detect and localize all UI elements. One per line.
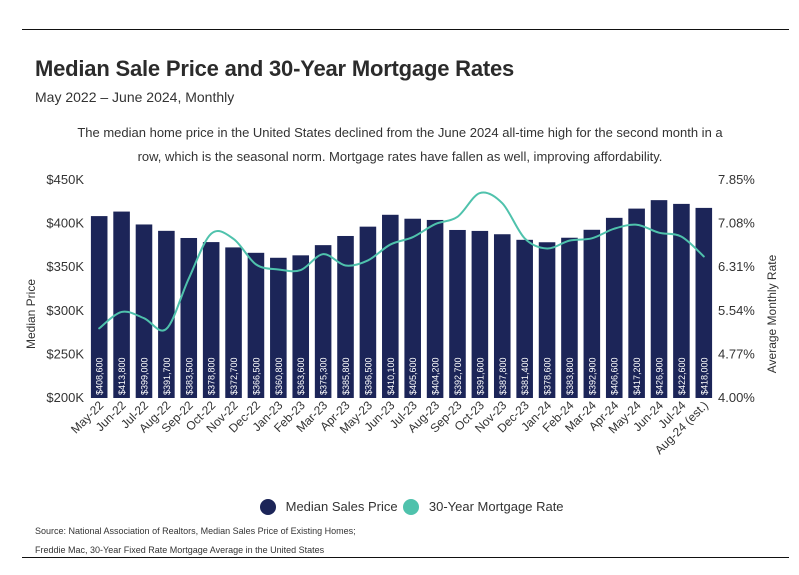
bar xyxy=(90,216,108,398)
top-rule xyxy=(22,29,789,30)
series-line-mortgage-rate xyxy=(98,191,705,332)
bar xyxy=(225,247,242,398)
bars-layer xyxy=(90,200,713,398)
bar xyxy=(202,242,220,398)
bar-value-label: $360,800 xyxy=(274,357,284,395)
bar-value-label: $378,800 xyxy=(207,357,217,395)
bar-value-label: $413,800 xyxy=(117,357,127,395)
bar-value-label: $366,500 xyxy=(251,357,261,395)
y-tick-label-left: $350K xyxy=(46,259,84,274)
bar-value-label: $396,500 xyxy=(363,357,373,395)
legend-label-price: Median Sales Price xyxy=(285,499,398,515)
bar-value-label: $408,600 xyxy=(95,357,105,395)
bar xyxy=(359,226,377,398)
bar-value-label: $422,600 xyxy=(677,357,687,395)
bar xyxy=(135,224,153,398)
bar-value-label: $392,900 xyxy=(587,357,597,395)
bar-value-label: $385,800 xyxy=(341,357,351,395)
bar xyxy=(270,257,287,398)
bar-value-label: $387,800 xyxy=(498,357,508,395)
bar xyxy=(471,230,489,398)
bar-value-label: $363,600 xyxy=(296,357,306,395)
bar xyxy=(605,217,623,398)
bar xyxy=(628,208,645,398)
y-tick-label-left: $400K xyxy=(46,216,84,231)
bar xyxy=(493,234,511,398)
bar xyxy=(516,239,533,398)
bar-value-label: $417,200 xyxy=(632,357,642,395)
source-line-1: Source: National Association of Realtors… xyxy=(35,526,356,536)
bar xyxy=(650,200,668,398)
legend-label-rate: 30-Year Mortgage Rate xyxy=(428,499,564,515)
bar-value-label: $392,700 xyxy=(453,357,463,395)
bar-value-label: $375,300 xyxy=(319,357,329,395)
bar-value-label: $418,000 xyxy=(699,357,709,395)
bar-value-label: $404,200 xyxy=(431,357,441,395)
bar xyxy=(538,242,556,398)
bar xyxy=(314,245,332,398)
bar xyxy=(695,207,713,398)
chart-description: The median home price in the United Stat… xyxy=(77,125,723,164)
y-tick-label-left: $450K xyxy=(46,172,84,187)
legend-swatch-rate xyxy=(403,498,420,515)
legend-swatch-price xyxy=(260,498,276,515)
bar xyxy=(337,235,354,398)
bar-value-label: $383,800 xyxy=(565,357,575,395)
bar xyxy=(247,252,265,398)
bar-value-label: $383,500 xyxy=(184,357,194,395)
bar-labels-layer: $408,600 $413,800 $399,000 $391,700 $383,500… xyxy=(95,357,710,395)
bar xyxy=(561,237,578,398)
bar xyxy=(158,230,175,398)
bar xyxy=(180,237,198,398)
bar-value-label: $372,700 xyxy=(229,357,239,395)
chart-subtitle: May 2022 – June 2024, Monthly xyxy=(35,89,235,105)
chart-title: Median Sale Price and 30-Year Mortgage R… xyxy=(35,56,515,81)
x-axis: May-22Jun-22Jul-22Aug-22Sep-22Oct-22Nov-… xyxy=(68,398,711,457)
y-tick-label-right: 4.00% xyxy=(718,390,755,405)
bar xyxy=(449,229,466,398)
bar xyxy=(673,203,690,398)
bar xyxy=(426,219,444,398)
y-tick-label-right: 7.08% xyxy=(718,216,755,231)
y-tick-label-right: 4.77% xyxy=(718,346,755,361)
source-line-2: Freddie Mac, 30-Year Fixed Rate Mortgage… xyxy=(35,545,325,555)
y-tick-label-left: $300K xyxy=(46,303,84,318)
bar xyxy=(113,211,130,398)
y-tick-label-left: $200K xyxy=(46,390,84,405)
y-axis-label-right: Average Monthly Rate xyxy=(765,254,779,373)
y-axis-label-left: Median Price xyxy=(24,279,38,349)
legend-item-price: Median Sales Price xyxy=(260,498,398,515)
bar-value-label: $378,600 xyxy=(543,357,553,395)
bar xyxy=(404,218,421,398)
bar-value-label: $406,600 xyxy=(610,357,620,395)
bar xyxy=(382,214,399,398)
legend: Median Sales Price 30-Year Mortgage Rate xyxy=(260,498,564,515)
y-tick-label-right: 7.85% xyxy=(718,172,755,187)
y-tick-label-right: 5.54% xyxy=(718,303,755,318)
bar-value-label: $426,900 xyxy=(655,357,665,395)
bar xyxy=(583,229,601,398)
bar-value-label: $391,700 xyxy=(162,357,172,395)
bar xyxy=(292,255,310,398)
bar-value-label: $399,000 xyxy=(139,357,149,395)
bar-value-label: $391,600 xyxy=(475,357,485,395)
legend-item-rate: 30-Year Mortgage Rate xyxy=(403,498,564,515)
bottom-rule xyxy=(22,557,789,558)
bar-value-label: $381,400 xyxy=(520,357,530,395)
y-tick-label-left: $250K xyxy=(46,346,84,361)
bar-value-label: $410,100 xyxy=(386,357,396,395)
line-layer xyxy=(98,191,705,332)
y-tick-label-right: 6.31% xyxy=(718,259,755,274)
y-axis-left: $200K $250K $300K $350K $400K $450K xyxy=(46,172,84,405)
y-axis-right: 4.00% 4.77% 5.54% 6.31% 7.08% 7.85% xyxy=(718,172,755,405)
bar-value-label: $405,600 xyxy=(408,357,418,395)
